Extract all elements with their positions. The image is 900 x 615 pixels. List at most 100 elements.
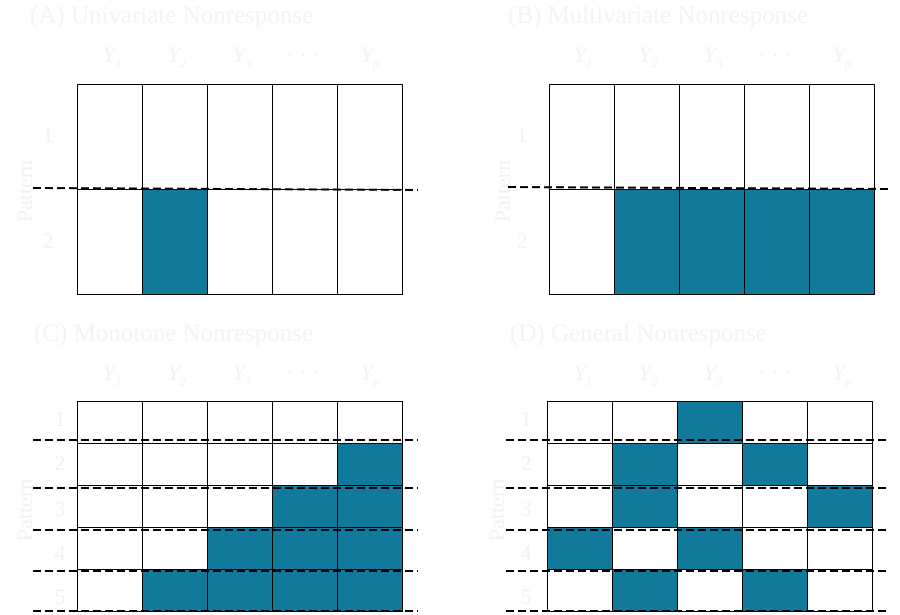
pattern-row xyxy=(77,84,403,190)
panel-d-row-label: 5 xyxy=(520,584,532,609)
panel-d-row-label: 1 xyxy=(520,406,532,431)
missing-cell xyxy=(677,527,743,570)
observed-cell xyxy=(549,189,615,295)
observed-cell xyxy=(742,401,808,444)
panel-d-row-label: 3 xyxy=(520,496,532,521)
column-label-y1: Y1 xyxy=(102,360,122,389)
observed-cell xyxy=(207,401,273,444)
missing-cell xyxy=(679,189,745,295)
observed-cell xyxy=(549,84,615,190)
pattern-row xyxy=(77,189,403,295)
column-label-dots: · · · xyxy=(758,42,792,67)
pattern-row xyxy=(77,401,403,444)
missing-cell xyxy=(547,527,613,570)
observed-cell xyxy=(547,569,613,612)
observed-cell xyxy=(77,84,143,190)
panel-a-row-label: 2 xyxy=(42,228,54,253)
column-label-yp: Yp xyxy=(832,42,852,71)
observed-cell xyxy=(207,189,273,295)
missing-cell xyxy=(807,485,873,528)
column-label-y2: Y2 xyxy=(167,42,187,71)
observed-cell xyxy=(142,84,208,190)
observed-cell xyxy=(547,485,613,528)
separator-line xyxy=(507,186,889,190)
observed-cell xyxy=(744,84,810,190)
pattern-row xyxy=(77,527,403,570)
missing-cell xyxy=(742,569,808,612)
observed-cell xyxy=(742,485,808,528)
column-label-y2: Y2 xyxy=(167,360,187,389)
column-label-dots: · · · xyxy=(286,360,320,385)
observed-cell xyxy=(142,527,208,570)
missing-cell xyxy=(142,569,208,612)
column-label-y1: Y1 xyxy=(573,360,593,389)
column-label-y3: Y3 xyxy=(703,42,723,71)
missing-cell xyxy=(337,443,403,486)
missing-cell xyxy=(337,485,403,528)
missing-cell xyxy=(677,401,743,444)
pattern-row xyxy=(547,401,873,444)
observed-cell xyxy=(142,485,208,528)
missing-cell xyxy=(744,189,810,295)
observed-cell xyxy=(142,401,208,444)
column-label-y1: Y1 xyxy=(102,42,122,71)
observed-cell xyxy=(337,189,403,295)
separator-line xyxy=(32,187,419,191)
observed-cell xyxy=(807,401,873,444)
pattern-row xyxy=(547,569,873,612)
panel-d-grid xyxy=(547,401,873,612)
column-label-dots: · · · xyxy=(758,360,792,385)
observed-cell xyxy=(207,485,273,528)
missing-cell xyxy=(272,527,338,570)
missing-cell xyxy=(809,189,875,295)
column-label-yp: Yp xyxy=(360,360,380,389)
missing-cell xyxy=(337,569,403,612)
missing-cell xyxy=(614,189,680,295)
pattern-row xyxy=(547,485,873,528)
panel-c-grid xyxy=(77,401,403,612)
observed-cell xyxy=(77,401,143,444)
pattern-row xyxy=(549,84,875,190)
observed-cell xyxy=(337,84,403,190)
panel-d-title: (D) General Nonresponse xyxy=(510,320,767,347)
column-label-yp: Yp xyxy=(360,42,380,71)
observed-cell xyxy=(612,401,678,444)
missing-cell xyxy=(207,527,273,570)
column-label-dots: · · · xyxy=(286,42,320,67)
observed-cell xyxy=(207,84,273,190)
panel-c-row-label: 5 xyxy=(54,584,66,609)
observed-cell xyxy=(77,527,143,570)
column-label-y3: Y3 xyxy=(232,360,252,389)
observed-cell xyxy=(614,84,680,190)
observed-cell xyxy=(77,443,143,486)
panel-b-title: (B) Multivariate Nonresponse xyxy=(508,2,808,29)
observed-cell xyxy=(679,84,745,190)
column-label-y3: Y3 xyxy=(703,360,723,389)
missing-cell xyxy=(612,443,678,486)
missing-cell xyxy=(207,569,273,612)
pattern-row xyxy=(547,527,873,570)
observed-cell xyxy=(677,569,743,612)
panel-b-row-label: 1 xyxy=(516,122,528,147)
observed-cell xyxy=(272,401,338,444)
observed-cell xyxy=(807,569,873,612)
observed-cell xyxy=(77,189,143,295)
panel-d-row-label: 4 xyxy=(520,540,532,565)
column-label-y1: Y1 xyxy=(573,42,593,71)
missing-cell xyxy=(337,527,403,570)
panel-c-title: (C) Monotone Nonresponse xyxy=(34,320,314,347)
panel-c-row-label: 3 xyxy=(54,496,66,521)
observed-cell xyxy=(272,84,338,190)
panel-d-row-label: 2 xyxy=(520,450,532,475)
observed-cell xyxy=(742,527,808,570)
column-label-y2: Y2 xyxy=(638,360,658,389)
observed-cell xyxy=(337,401,403,444)
pattern-row xyxy=(77,569,403,612)
panel-c-row-label: 1 xyxy=(54,406,66,431)
panel-a-row-label: 1 xyxy=(42,122,54,147)
panel-c-row-label: 4 xyxy=(54,540,66,565)
observed-cell xyxy=(677,485,743,528)
column-label-yp: Yp xyxy=(832,360,852,389)
missing-cell xyxy=(272,485,338,528)
panel-b-grid xyxy=(549,84,875,295)
